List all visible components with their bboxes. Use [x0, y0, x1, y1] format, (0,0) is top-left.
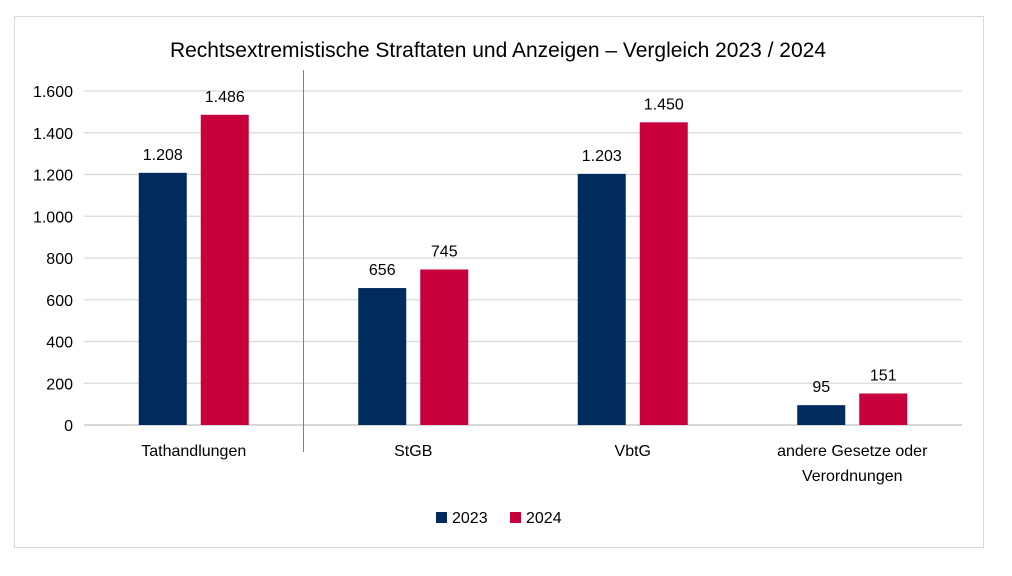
- y-tick-label: 400: [46, 335, 73, 352]
- data-label: 1.486: [205, 89, 245, 106]
- bar-2024: [200, 114, 249, 426]
- category-label: StGB: [394, 443, 432, 460]
- legend-swatch-2024: [510, 512, 521, 523]
- bar-2024: [859, 393, 908, 425]
- legend-swatch-2023: [436, 512, 447, 523]
- bar-2023: [138, 172, 187, 425]
- y-tick-label: 600: [46, 293, 73, 310]
- category-label: Tathandlungen: [141, 443, 246, 460]
- category-label: andere Gesetze oder: [777, 443, 928, 460]
- data-label: 656: [369, 262, 396, 279]
- y-tick-label: 1.000: [33, 209, 73, 226]
- x-axis-categories: Tathandlungen StGB VbtG andere Gesetze oder…: [141, 443, 928, 485]
- y-tick-label: 1.200: [33, 168, 73, 185]
- y-tick-label: 1.400: [33, 126, 73, 143]
- bar-2023: [577, 173, 626, 425]
- bar-2023: [797, 405, 846, 425]
- bar-series: [138, 114, 908, 426]
- bar-2024: [639, 122, 688, 425]
- y-tick-label: 200: [46, 376, 73, 393]
- legend-label: 2023: [452, 510, 488, 527]
- y-axis-ticks: 0 200 400 600 800 1.000 1.200 1.400 1.600: [33, 84, 73, 435]
- data-labels: 1.208 1.486 656 745 1.203 1.450 95 151: [143, 89, 897, 396]
- data-label: 151: [870, 367, 897, 384]
- category-label: VbtG: [615, 443, 651, 460]
- category-label: Verordnungen: [802, 468, 903, 485]
- bar-2023: [358, 288, 407, 425]
- bar-2024: [420, 269, 469, 425]
- y-tick-label: 1.600: [33, 84, 73, 101]
- data-label: 95: [812, 379, 830, 396]
- data-label: 1.203: [582, 148, 622, 165]
- y-tick-label: 800: [46, 251, 73, 268]
- y-tick-label: 0: [64, 418, 73, 435]
- chart-title: Rechtsextremistische Straftaten und Anze…: [170, 39, 826, 62]
- legend: 2023 2024: [436, 510, 562, 527]
- data-label: 1.208: [143, 147, 183, 164]
- data-label: 745: [431, 243, 458, 260]
- legend-label: 2024: [526, 510, 562, 527]
- data-label: 1.450: [644, 96, 684, 113]
